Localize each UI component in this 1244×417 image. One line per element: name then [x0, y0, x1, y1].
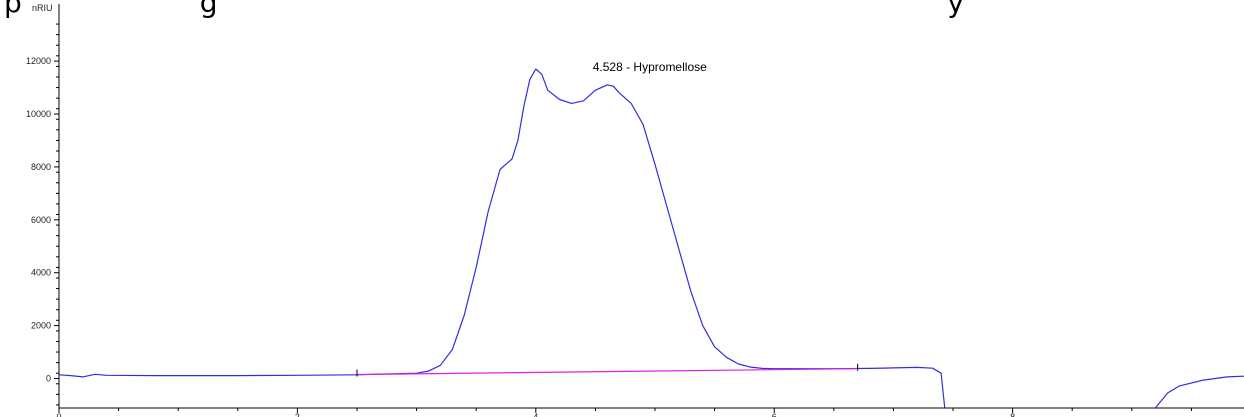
header-fragment: p g y	[4, 0, 964, 19]
x-tick-label: 0	[56, 412, 61, 417]
y-ticks: 0 2000 4000 6000 8000 10000 12000	[26, 23, 59, 406]
y-tick-label: 8000	[31, 162, 51, 172]
x-tick-label: 4	[533, 412, 538, 417]
annotations: 4.528 - Hypromellose	[593, 60, 707, 74]
signal-trace	[58, 68, 946, 408]
y-axis-label: nRIU	[32, 3, 53, 13]
series-layer	[58, 68, 1244, 408]
x-tick-label: 2	[295, 412, 300, 417]
y-tick-label: 10000	[26, 109, 51, 119]
x-tick-label: 6	[772, 412, 777, 417]
x-ticks: 0 2 4 6 8	[56, 408, 1192, 417]
peak-label: 4.528 - Hypromellose	[593, 60, 707, 74]
y-tick-label: 2000	[31, 321, 51, 331]
event-marks	[356, 363, 859, 377]
y-tick-label: 12000	[26, 56, 51, 66]
baseline-trace	[356, 368, 858, 376]
y-tick-label: 6000	[31, 215, 51, 225]
y-tick-label: 4000	[31, 268, 51, 278]
y-tick-label: 0	[46, 374, 51, 384]
x-tick-label: 8	[1010, 412, 1015, 417]
signal-trace	[1155, 375, 1244, 408]
